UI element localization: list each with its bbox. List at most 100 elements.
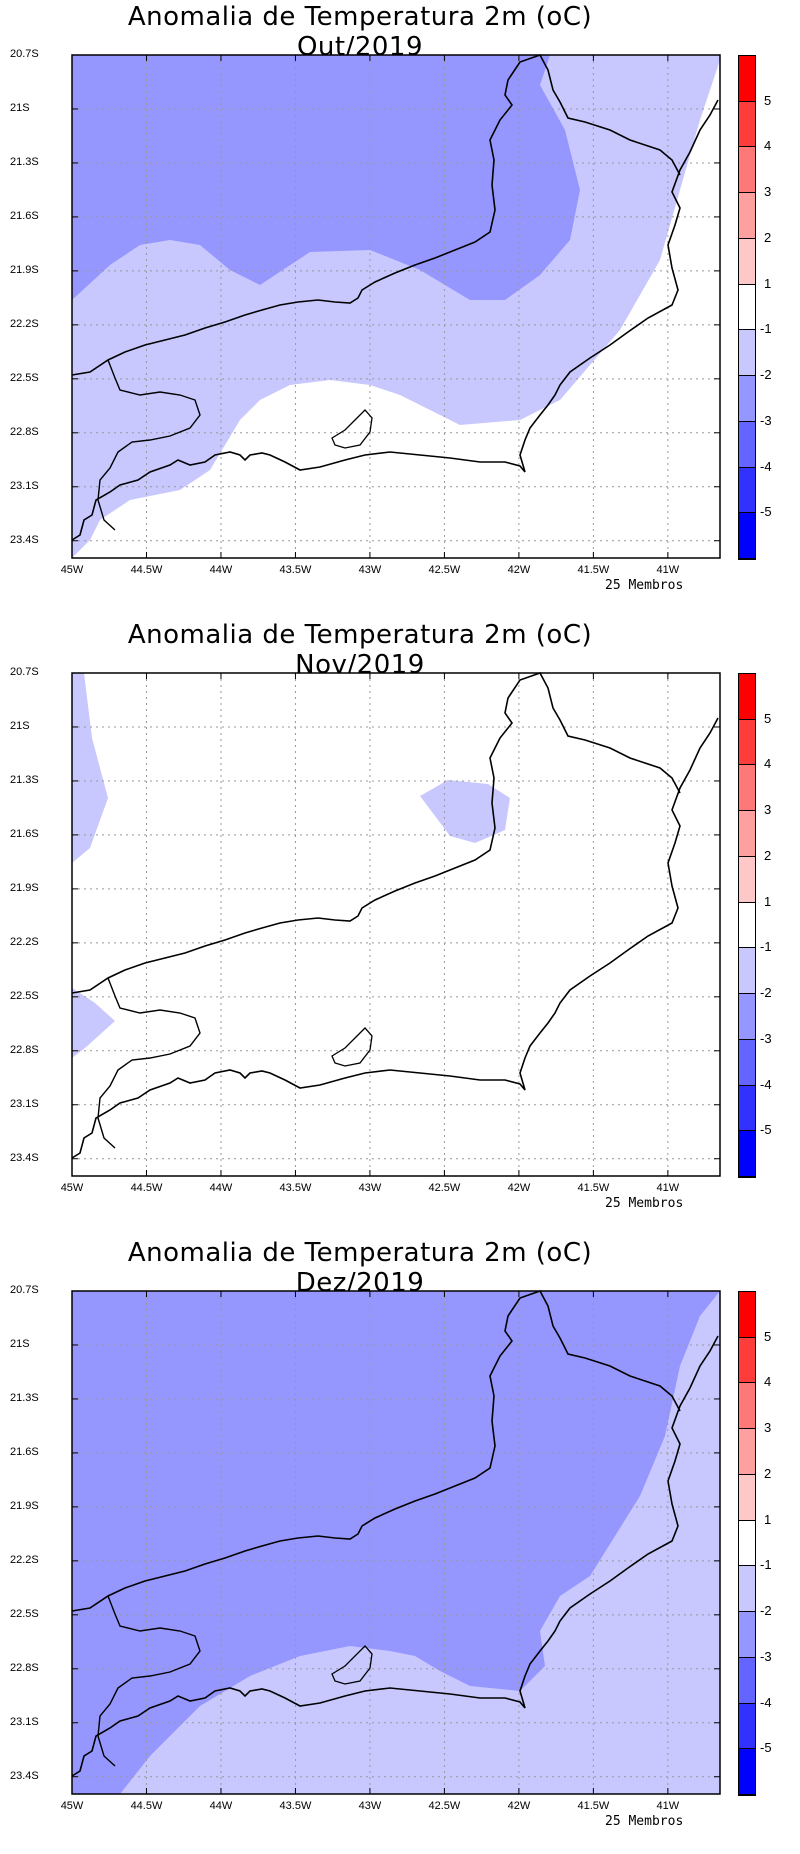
colorbar-label: -3 [760, 412, 772, 428]
map-panel-oct: Anomalia de Temperatura 2m (oC) Out/2019… [0, 0, 800, 616]
x-tick-label: 42.5W [428, 564, 461, 576]
colorbar-segment [739, 1474, 755, 1521]
anomaly-region-light [420, 780, 510, 843]
colorbar-label: 4 [764, 138, 772, 154]
y-tick-label: 21.6S [10, 1445, 39, 1458]
y-tick-label: 21.6S [10, 209, 39, 222]
colorbar-label: 5 [764, 92, 772, 108]
y-tick-label: 21S [10, 1337, 30, 1350]
ensemble-label: 25 Membros [605, 1196, 684, 1211]
y-tick-label: 23.4S [10, 1769, 39, 1782]
y-tick-label: 22.2S [10, 935, 39, 948]
x-tick-label: 43W [358, 1800, 382, 1812]
state-boundary [97, 359, 201, 531]
colorbar-label: 1 [764, 275, 772, 291]
x-tick-label: 42W [507, 1182, 531, 1194]
anomaly-region-light [72, 673, 108, 863]
island-outline [331, 409, 373, 449]
colorbar-label: -2 [760, 367, 772, 383]
x-tick-label: 44.5W [130, 564, 163, 576]
x-tick-label: 41W [656, 1182, 680, 1194]
colorbar-segment [739, 1520, 755, 1567]
state-boundary [97, 977, 201, 1149]
anomaly-region-light [120, 1291, 720, 1794]
colorbar-label: -3 [760, 1030, 772, 1046]
colorbar-label: 1 [764, 1511, 772, 1527]
x-tick-label: 44W [209, 1800, 233, 1812]
colorbar-segment [739, 719, 755, 766]
colorbar-label: -5 [760, 504, 772, 520]
x-tick-label: 43.5W [279, 564, 312, 576]
y-tick-label: 21.6S [10, 827, 39, 840]
y-tick-label: 20.7S [10, 48, 39, 60]
colorbar-segment [739, 1383, 755, 1430]
colorbar-label: -1 [760, 321, 772, 337]
colorbar-label: -4 [760, 458, 772, 474]
colorbar-segment [739, 1657, 755, 1704]
state-boundary [97, 1595, 201, 1767]
x-tick-label: 44W [209, 564, 233, 576]
colorbar-segment [739, 56, 755, 102]
y-tick-label: 22.8S [10, 1043, 39, 1056]
x-tick-label: 42W [507, 564, 531, 576]
anomaly-region-medium [72, 55, 580, 300]
colorbar-segment [739, 674, 755, 720]
x-tick-label: 42.5W [428, 1182, 461, 1194]
map-panel-nov: Anomalia de Temperatura 2m (oC) Nov/2019… [0, 618, 800, 1234]
plot-frame [71, 54, 721, 559]
colorbar-segment [739, 1429, 755, 1475]
colorbar-segment [739, 284, 755, 331]
y-tick-label: 21.9S [10, 881, 39, 894]
colorbar-segment [739, 1337, 755, 1384]
y-tick-label: 20.7S [10, 1284, 39, 1296]
y-tick-label: 23.1S [10, 1715, 39, 1728]
state-boundary [71, 672, 681, 994]
state-boundary [71, 1290, 681, 1612]
colorbar [738, 55, 756, 560]
x-tick-label: 42W [507, 1800, 531, 1812]
colorbar-label: 4 [764, 756, 772, 772]
ensemble-label: 25 Membros [605, 578, 684, 593]
colorbar-label: 2 [764, 847, 772, 863]
colorbar-label: 1 [764, 893, 772, 909]
y-tick-label: 22.2S [10, 317, 39, 330]
colorbar-segment [739, 994, 755, 1040]
x-tick-label: 45W [60, 1182, 84, 1194]
colorbar-label: -3 [760, 1648, 772, 1664]
y-tick-label: 22.8S [10, 425, 39, 438]
map-canvas-oct [71, 54, 721, 559]
y-tick-label: 21S [10, 101, 30, 114]
anomaly-region-light [72, 988, 115, 1058]
colorbar-segment [739, 147, 755, 194]
ensemble-label: 25 Membros [605, 1814, 684, 1829]
colorbar-segment [739, 1566, 755, 1613]
colorbar-segment [739, 765, 755, 812]
x-tick-label: 41.5W [577, 1182, 610, 1194]
y-tick-label: 23.4S [10, 533, 39, 546]
coastline [71, 1335, 719, 1777]
x-tick-label: 41W [656, 1800, 680, 1812]
x-tick-label: 44.5W [130, 1800, 163, 1812]
x-tick-label: 42.5W [428, 1800, 461, 1812]
x-tick-label: 43.5W [279, 1182, 312, 1194]
x-tick-label: 41.5W [577, 564, 610, 576]
y-tick-label: 23.4S [10, 1151, 39, 1164]
x-tick-label: 44.5W [130, 1182, 163, 1194]
colorbar-label: -4 [760, 1076, 772, 1092]
y-tick-label: 20.7S [10, 666, 39, 678]
map-canvas-nov [71, 672, 721, 1177]
y-tick-label: 21.9S [10, 263, 39, 276]
y-tick-label: 22.5S [10, 371, 39, 384]
colorbar-segment [739, 811, 755, 857]
x-tick-label: 43.5W [279, 1800, 312, 1812]
colorbar-segment [739, 1085, 755, 1132]
colorbar-label: 5 [764, 710, 772, 726]
coastline [71, 717, 719, 1159]
y-tick-label: 21S [10, 719, 30, 732]
island-outline [331, 1027, 373, 1067]
colorbar-segment [739, 330, 755, 377]
colorbar-segment [739, 1039, 755, 1086]
y-tick-label: 22.2S [10, 1553, 39, 1566]
colorbar-segment [739, 238, 755, 285]
y-tick-label: 21.3S [10, 155, 39, 168]
